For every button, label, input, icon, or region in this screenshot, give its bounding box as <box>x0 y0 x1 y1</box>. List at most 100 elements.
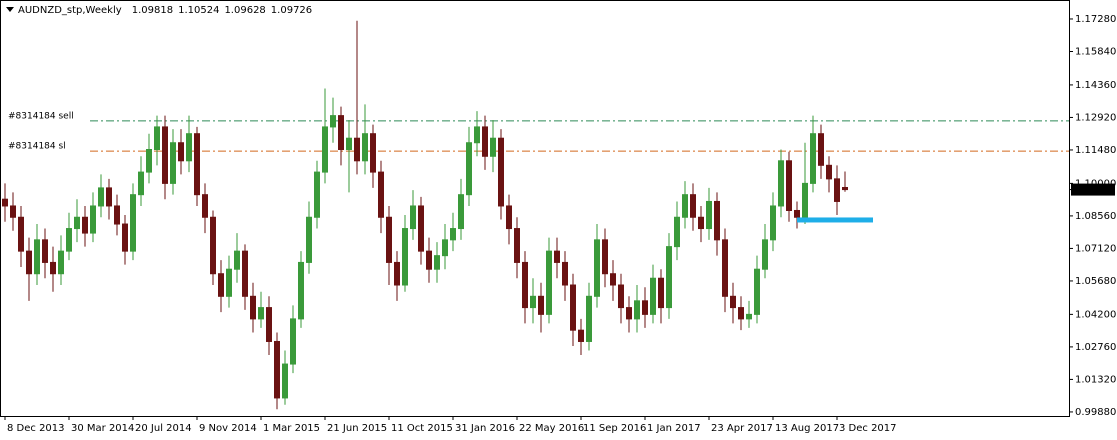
x-tick-label: 1 Jan 2017 <box>647 423 701 434</box>
ohlc-value: 1.09818 <box>132 5 173 16</box>
candle-body <box>690 194 696 218</box>
y-tick-label: 1.11480 <box>1075 145 1116 156</box>
candle-body <box>146 149 152 173</box>
candle-body <box>418 205 424 252</box>
candle-body <box>370 133 376 173</box>
candle-body <box>306 216 312 263</box>
candle-body <box>810 133 816 184</box>
candle-body <box>154 126 160 151</box>
candle-body <box>346 137 352 151</box>
candle-body <box>226 268 232 297</box>
candle-body <box>794 209 800 218</box>
candle-body <box>234 250 240 270</box>
candle-body <box>442 239 448 257</box>
candle-body <box>74 216 80 230</box>
x-tick-label: 22 May 2016 <box>519 423 584 434</box>
candle-body <box>394 261 400 286</box>
candle-body <box>298 261 304 320</box>
y-tick-label: 1.01320 <box>1075 374 1116 385</box>
zone <box>797 217 873 223</box>
candle-body <box>274 340 280 399</box>
candle-body <box>322 126 328 173</box>
candle-body <box>658 277 664 309</box>
x-tick-label: 9 Nov 2014 <box>199 423 257 434</box>
candle-body <box>554 250 560 263</box>
x-tick-label: 11 Oct 2015 <box>391 423 453 434</box>
y-tick-label: 1.17280 <box>1075 14 1116 25</box>
candle-body <box>578 329 584 342</box>
candle-body <box>538 295 544 315</box>
candle-body <box>570 284 576 331</box>
candle-body <box>834 178 840 202</box>
x-tick-label: 1 Mar 2015 <box>263 423 320 434</box>
y-tick-label: 1.14360 <box>1075 80 1116 91</box>
x-tick-label: 13 Aug 2017 <box>775 423 839 434</box>
candle-body <box>162 126 168 184</box>
plot-frame <box>0 0 1070 417</box>
candle-body <box>498 137 504 207</box>
candle-body <box>34 239 40 275</box>
x-tick-label: 20 Jul 2014 <box>135 423 192 434</box>
candle-body <box>114 205 120 225</box>
candle-body <box>362 133 368 162</box>
y-tick-label: 1.02760 <box>1075 342 1116 353</box>
candle-body <box>130 194 136 252</box>
price-label-bg <box>1071 183 1115 196</box>
candle-body <box>562 261 568 286</box>
candle-body <box>122 223 128 252</box>
candle-body <box>730 295 736 309</box>
candle-body <box>210 216 216 275</box>
x-tick-label: 31 Jan 2016 <box>455 423 515 434</box>
candle-body <box>434 255 440 270</box>
candle-body <box>218 273 224 297</box>
candle-body <box>458 194 464 230</box>
candle-body <box>586 295 592 342</box>
candle-body <box>642 300 648 315</box>
y-tick-label: 1.05680 <box>1075 276 1116 287</box>
candle-body <box>242 250 248 297</box>
candle-body <box>202 194 208 218</box>
candle-body <box>82 216 88 234</box>
candle-body <box>2 198 8 207</box>
x-tick-label: 23 Apr 2017 <box>711 423 773 434</box>
candle-body <box>666 246 672 309</box>
candle-body <box>818 133 824 166</box>
candle-body <box>618 284 624 309</box>
candle-body <box>138 171 144 196</box>
x-tick-label: 21 Jun 2015 <box>327 423 387 434</box>
candle-body <box>402 228 408 286</box>
candle-body <box>802 182 808 218</box>
candle-body <box>698 216 704 230</box>
candle-body <box>530 295 536 309</box>
menu-arrow[interactable] <box>6 7 14 12</box>
candle-body <box>754 268 760 315</box>
y-tick-label: 1.15840 <box>1075 46 1116 57</box>
candle-body <box>50 261 56 275</box>
candle-body <box>770 205 776 241</box>
candle-body <box>378 171 384 218</box>
candle-body <box>90 205 96 234</box>
candle-body <box>66 228 72 252</box>
candle-body <box>314 171 320 218</box>
candle-body <box>674 216 680 248</box>
candle-body <box>762 239 768 270</box>
candle-body <box>626 307 632 320</box>
candle-body <box>290 318 296 365</box>
candle-body <box>98 187 104 207</box>
candle-body <box>410 205 416 230</box>
x-tick-label: 3 Dec 2017 <box>839 423 897 434</box>
candle-body <box>18 216 24 252</box>
candle-body <box>682 194 688 218</box>
order-label: #8314184 sl <box>8 142 66 152</box>
candle-body <box>194 133 200 196</box>
ohlc-value: 1.10524 <box>178 5 219 16</box>
candle-body <box>506 205 512 230</box>
candle-body <box>26 250 32 275</box>
candle-body <box>610 273 616 286</box>
candle-body <box>178 142 184 162</box>
candle-body <box>826 164 832 180</box>
candle-body <box>634 300 640 320</box>
candle-body <box>602 239 608 275</box>
y-tick-label: 1.12920 <box>1075 112 1116 123</box>
